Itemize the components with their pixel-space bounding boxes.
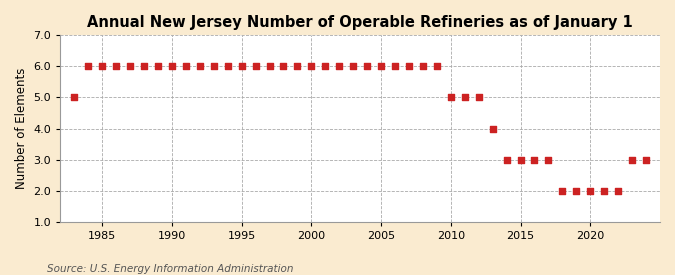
Point xyxy=(362,64,373,68)
Point xyxy=(515,157,526,162)
Point xyxy=(626,157,637,162)
Point xyxy=(334,64,345,68)
Point xyxy=(292,64,303,68)
Point xyxy=(404,64,414,68)
Point xyxy=(153,64,163,68)
Point xyxy=(250,64,261,68)
Point xyxy=(641,157,651,162)
Point xyxy=(180,64,191,68)
Title: Annual New Jersey Number of Operable Refineries as of January 1: Annual New Jersey Number of Operable Ref… xyxy=(87,15,633,30)
Point xyxy=(222,64,233,68)
Point xyxy=(83,64,94,68)
Point xyxy=(236,64,247,68)
Point xyxy=(599,188,610,193)
Point xyxy=(264,64,275,68)
Point xyxy=(431,64,442,68)
Point xyxy=(613,188,624,193)
Point xyxy=(460,95,470,100)
Point xyxy=(487,126,498,131)
Point xyxy=(557,188,568,193)
Point xyxy=(278,64,289,68)
Point xyxy=(543,157,554,162)
Point xyxy=(502,157,512,162)
Point xyxy=(111,64,122,68)
Point xyxy=(446,95,456,100)
Y-axis label: Number of Elements: Number of Elements xyxy=(15,68,28,189)
Point xyxy=(69,95,80,100)
Point xyxy=(571,188,582,193)
Point xyxy=(97,64,107,68)
Point xyxy=(125,64,136,68)
Point xyxy=(194,64,205,68)
Point xyxy=(138,64,149,68)
Point xyxy=(320,64,331,68)
Text: Source: U.S. Energy Information Administration: Source: U.S. Energy Information Administ… xyxy=(47,264,294,274)
Point xyxy=(348,64,358,68)
Point xyxy=(167,64,178,68)
Point xyxy=(389,64,400,68)
Point xyxy=(306,64,317,68)
Point xyxy=(473,95,484,100)
Point xyxy=(585,188,595,193)
Point xyxy=(529,157,540,162)
Point xyxy=(209,64,219,68)
Point xyxy=(376,64,387,68)
Point xyxy=(418,64,429,68)
